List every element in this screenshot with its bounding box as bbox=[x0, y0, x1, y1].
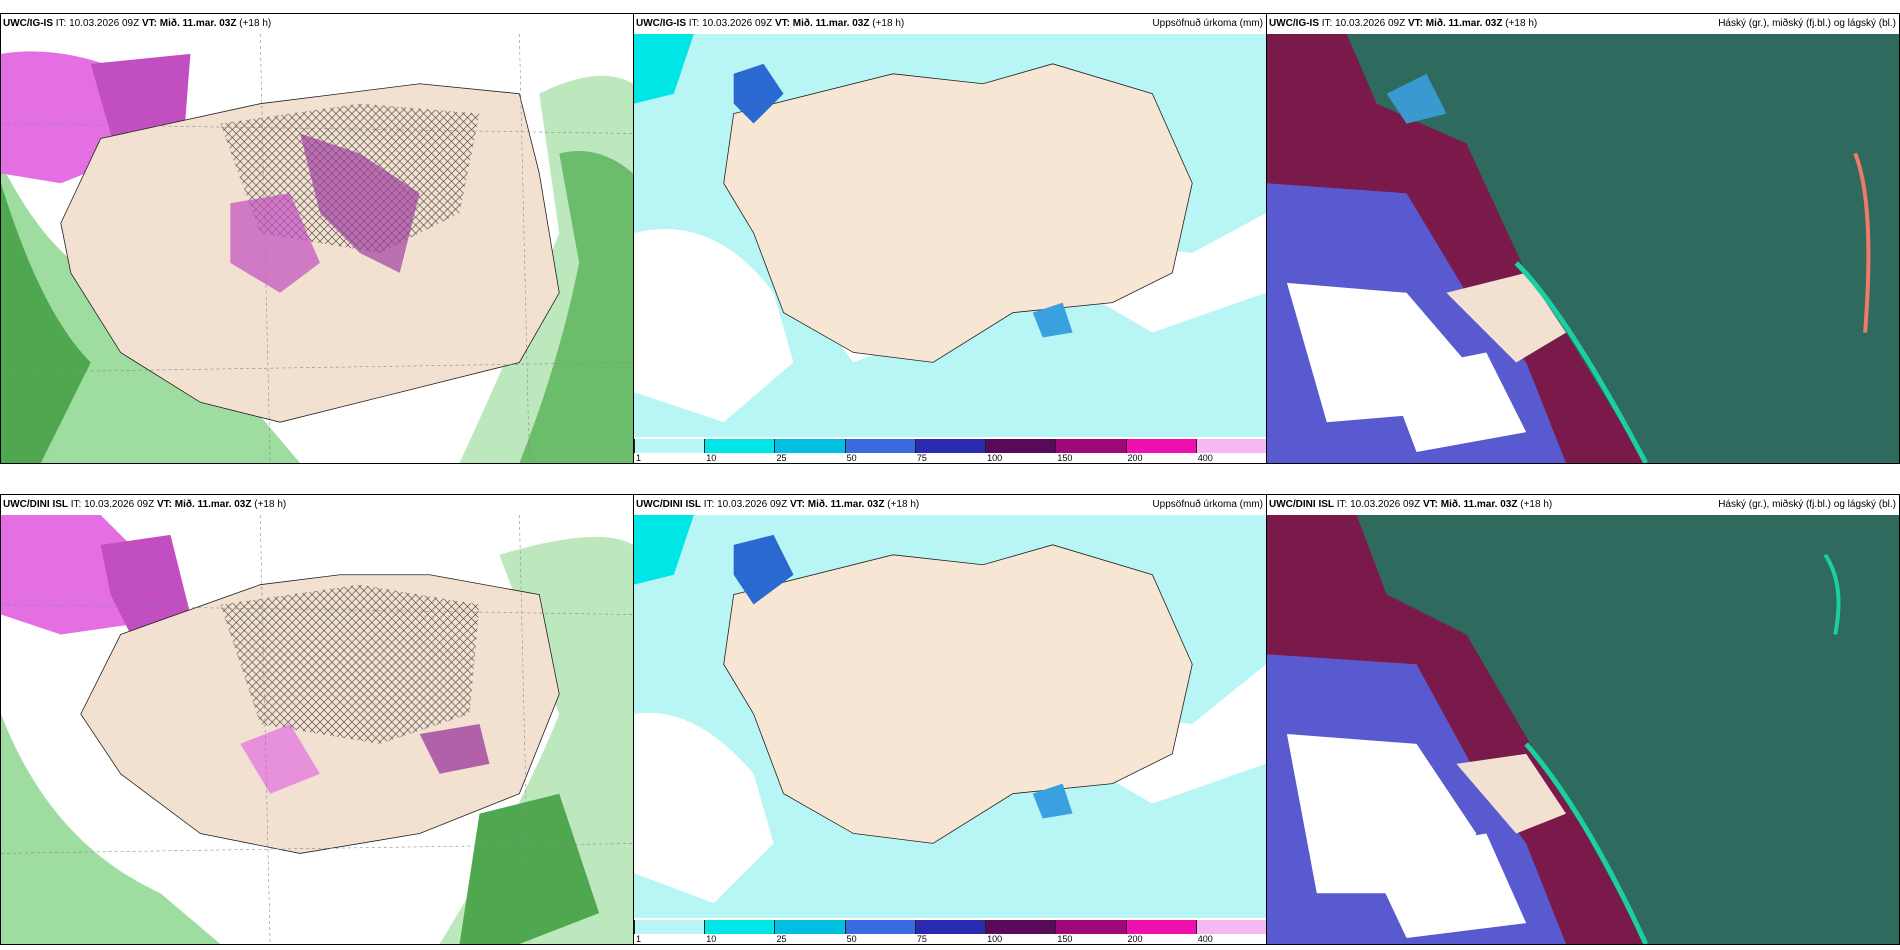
colorbar-swatch bbox=[1125, 920, 1196, 934]
pressure-precip-map bbox=[1, 34, 633, 463]
colorbar-label: 25 bbox=[776, 453, 787, 463]
colorbar-swatch bbox=[844, 439, 915, 453]
colorbar-label: 100 bbox=[987, 934, 1003, 944]
colorbar-label: 200 bbox=[1127, 453, 1143, 463]
colorbar-swatch bbox=[914, 439, 986, 453]
colorbar-label: 200 bbox=[1127, 934, 1143, 944]
panel-bottom-middle-map: UWC/DINI ISL IT: 10.03.2026 09Z VT: Mið.… bbox=[633, 494, 1267, 945]
colorbar-label: 50 bbox=[846, 934, 857, 944]
pressure-precip-map bbox=[1, 515, 633, 944]
colorbar-swatch bbox=[704, 920, 775, 934]
panel-top-middle-map: UWC/IG-IS IT: 10.03.2026 09Z VT: Mið. 11… bbox=[633, 13, 1267, 464]
panel-header: UWC/DINI ISL IT: 10.03.2026 09Z VT: Mið.… bbox=[1, 495, 633, 515]
colorbar-swatch bbox=[985, 439, 1056, 453]
precip-title: Uppsöfnuð úrkoma (mm) bbox=[1152, 18, 1263, 29]
panel-header: UWC/IG-IS IT: 10.03.2026 09Z VT: Mið. 11… bbox=[1, 14, 633, 34]
cloud-title: Háský (gr.), miðský (fj.bl.) og lágský (… bbox=[1718, 499, 1896, 510]
panel-bottom-left-map: UWC/DINI ISL IT: 10.03.2026 09Z VT: Mið.… bbox=[0, 494, 634, 945]
colorbar-label: 75 bbox=[916, 934, 927, 944]
colorbar-swatch bbox=[1125, 439, 1196, 453]
colorbar-swatch bbox=[1195, 439, 1266, 453]
colorbar-label: 1 bbox=[636, 453, 642, 463]
colorbar-label: 100 bbox=[987, 453, 1003, 463]
colorbar-swatch bbox=[634, 920, 705, 934]
colorbar-swatch bbox=[1055, 920, 1126, 934]
colorbar-swatch bbox=[914, 920, 986, 934]
colorbar-swatch bbox=[774, 920, 845, 934]
colorbar-label: 400 bbox=[1197, 934, 1213, 944]
colorbar-label: 400 bbox=[1197, 453, 1213, 463]
panel-header: UWC/IG-IS IT: 10.03.2026 09Z VT: Mið. 11… bbox=[634, 14, 1266, 34]
precip-colorbar: 1 10 25 50 75 100 150 200 400 bbox=[634, 918, 1266, 944]
colorbar-label: 10 bbox=[706, 934, 717, 944]
colorbar-swatch bbox=[774, 439, 845, 453]
colorbar-label: 1 bbox=[636, 934, 642, 944]
panel-bottom-right-map: UWC/DINI ISL IT: 10.03.2026 09Z VT: Mið.… bbox=[1266, 494, 1900, 945]
cloud-title: Háský (gr.), miðský (fj.bl.) og lágský (… bbox=[1718, 18, 1896, 29]
colorbar-label: 150 bbox=[1057, 934, 1073, 944]
cloud-cover-map bbox=[1267, 515, 1899, 944]
panel-top-left-map: UWC/IG-IS IT: 10.03.2026 09Z VT: Mið. 11… bbox=[0, 13, 634, 464]
colorbar-swatch bbox=[844, 920, 915, 934]
precip-colorbar: 1 10 25 50 75 100 150 200 400 bbox=[634, 437, 1266, 463]
panel-header: UWC/IG-IS IT: 10.03.2026 09Z VT: Mið. 11… bbox=[1267, 14, 1899, 34]
colorbar-label: 50 bbox=[846, 453, 857, 463]
colorbar-swatch bbox=[1195, 920, 1266, 934]
colorbar-swatch bbox=[704, 439, 775, 453]
colorbar-label: 25 bbox=[776, 934, 787, 944]
panel-header: UWC/DINI ISL IT: 10.03.2026 09Z VT: Mið.… bbox=[1267, 495, 1899, 515]
colorbar-label: 75 bbox=[916, 453, 927, 463]
panel-header: UWC/DINI ISL IT: 10.03.2026 09Z VT: Mið.… bbox=[634, 495, 1266, 515]
colorbar-swatch bbox=[1055, 439, 1126, 453]
colorbar-label: 10 bbox=[706, 453, 717, 463]
precipitation-map bbox=[634, 515, 1266, 918]
precipitation-map bbox=[634, 34, 1266, 437]
colorbar-swatch bbox=[985, 920, 1056, 934]
colorbar-swatch bbox=[634, 439, 705, 453]
panel-top-right-map: UWC/IG-IS IT: 10.03.2026 09Z VT: Mið. 11… bbox=[1266, 13, 1900, 464]
colorbar-label: 150 bbox=[1057, 453, 1073, 463]
precip-title: Uppsöfnuð úrkoma (mm) bbox=[1152, 499, 1263, 510]
cloud-cover-map bbox=[1267, 34, 1899, 463]
